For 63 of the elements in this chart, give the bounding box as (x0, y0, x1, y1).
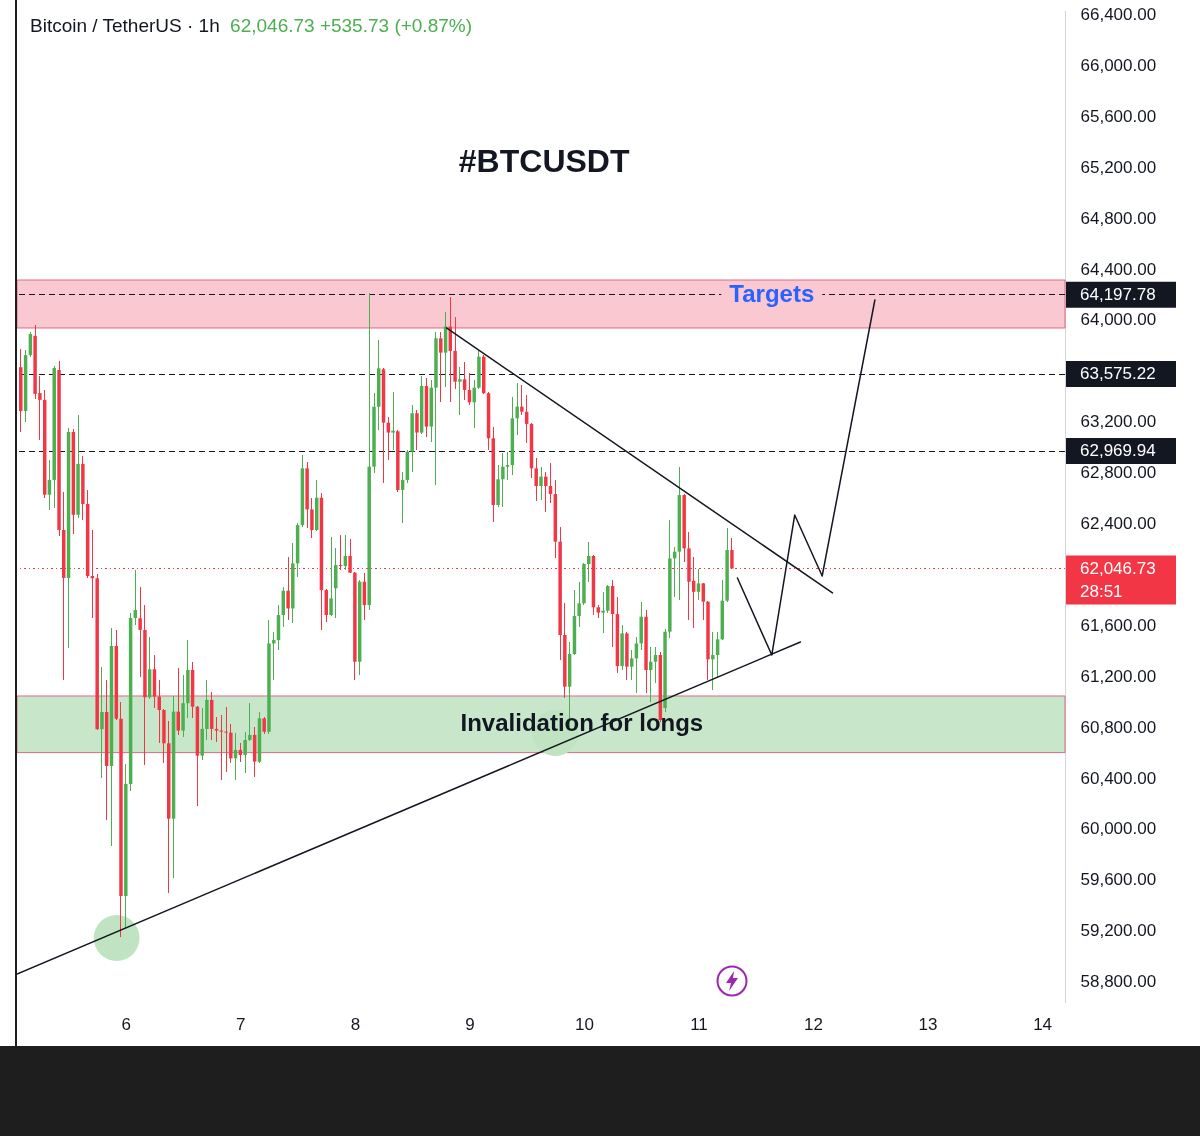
x-tick-label: 7 (236, 1014, 246, 1034)
y-tick-label: 62,800.00 (1080, 463, 1157, 483)
candlestick (515, 382, 519, 436)
chart-subtitle: Bitcoin / TetherUS · 1h (30, 15, 220, 36)
candlestick (329, 536, 333, 617)
x-tick-label: 6 (121, 1014, 132, 1034)
candlestick (696, 568, 701, 601)
y-tick-label: 63,200.00 (1080, 412, 1157, 432)
y-tick-label: 64,400.00 (1080, 259, 1157, 279)
x-tick-label: 10 (574, 1014, 594, 1034)
y-tick-label: 59,600.00 (1080, 870, 1157, 890)
y-tick-label: 65,200.00 (1080, 157, 1157, 177)
candlestick (653, 646, 658, 684)
y-tick-label: 66,000.00 (1080, 55, 1157, 75)
ref-line-label: 64,197.78 (1080, 284, 1156, 304)
x-tick-label: 9 (465, 1014, 475, 1034)
candlestick (224, 706, 228, 773)
candlestick (472, 379, 476, 429)
candlestick (272, 631, 276, 681)
y-tick-label: 61,200.00 (1080, 666, 1157, 686)
x-tick-label: 13 (918, 1014, 938, 1034)
candlestick (243, 731, 247, 774)
y-tick-label: 59,200.00 (1080, 921, 1157, 941)
candlestick (505, 451, 510, 481)
candlestick (520, 384, 524, 416)
text: #BTCUSDT (458, 143, 630, 179)
candlestick (577, 581, 581, 628)
candlestick (539, 466, 543, 501)
annotation: Targets (729, 279, 815, 307)
candlestick (534, 457, 538, 502)
y-tick-label: 60,800.00 (1080, 717, 1157, 737)
candlestick (501, 452, 505, 508)
y-tick-label: 62,400.00 (1080, 514, 1157, 534)
x-tick-label: 12 (804, 1014, 823, 1034)
y-tick-label: 66,400.00 (1080, 5, 1157, 25)
x-tick-label: 11 (690, 1014, 708, 1034)
y-tick-label: 61,600.00 (1080, 615, 1157, 635)
candlestick (248, 702, 252, 742)
candlestick (100, 666, 104, 779)
x-tick-label: 14 (1033, 1014, 1053, 1034)
x-tick-label: 8 (350, 1014, 361, 1034)
y-tick-label: 60,000.00 (1080, 819, 1157, 839)
candlestick (601, 591, 605, 634)
y-tick-label: 64,800.00 (1080, 208, 1157, 228)
candlestick (219, 714, 223, 781)
candlestick (439, 331, 443, 403)
ref-line-label: 63,575.22 (1080, 364, 1156, 384)
candlestick (214, 716, 219, 743)
y-tick-label: 65,600.00 (1080, 106, 1157, 126)
y-tick-label: 64,000.00 (1080, 310, 1157, 330)
candlestick (415, 409, 419, 451)
annotation: 62,046.73 +535.73 (+0.87%) (230, 15, 473, 36)
candlestick (544, 471, 548, 513)
candlestick (138, 586, 142, 678)
ref-line-label: 62,046.73 28:51 (1080, 558, 1156, 601)
y-tick-label: 60,400.00 (1080, 768, 1157, 788)
ref-line-label: 62,969.94 (1080, 441, 1156, 461)
candlestick (711, 631, 715, 691)
candlestick (458, 366, 462, 416)
candlestick (391, 391, 395, 451)
y-tick-label: 58,800.00 (1080, 972, 1157, 992)
candlestick (629, 649, 634, 681)
candlestick (310, 497, 314, 539)
